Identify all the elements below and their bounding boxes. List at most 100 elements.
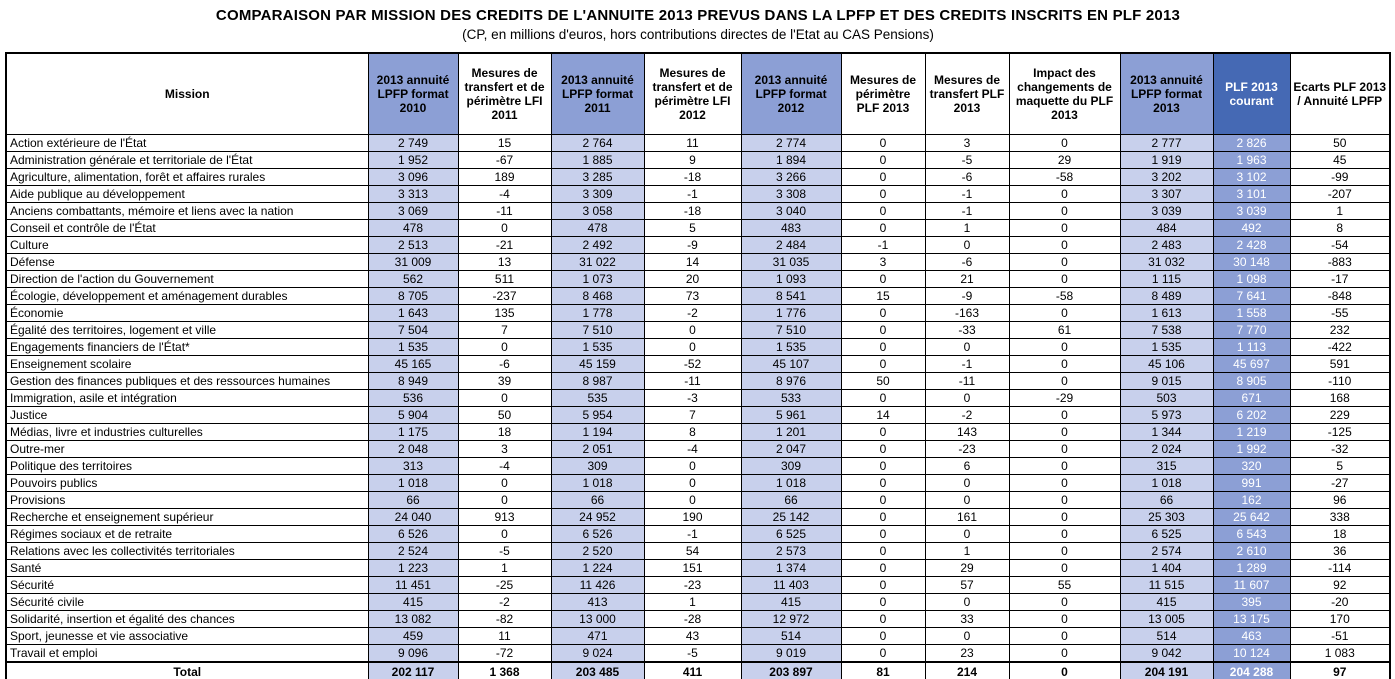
- table-row: Action extérieure de l'État 2 749 15 2 764 1…: [5, 134, 1391, 152]
- value-cell: 3: [840, 253, 926, 271]
- value-cell: 3 202: [1119, 168, 1214, 186]
- value-cell: -6: [924, 253, 1010, 271]
- mission-cell: Outre-mer: [5, 440, 369, 458]
- value-cell: -6: [457, 355, 552, 373]
- value-cell: 3 069: [367, 202, 459, 220]
- value-cell: 1 219: [1212, 423, 1291, 441]
- total-value-cell: 0: [1008, 661, 1121, 679]
- value-cell: -237: [457, 287, 552, 305]
- value-cell: 1 289: [1212, 559, 1291, 577]
- value-cell: -51: [1289, 627, 1391, 645]
- value-cell: 11: [457, 627, 552, 645]
- value-cell: 0: [840, 338, 926, 356]
- total-value-cell: 81: [840, 661, 926, 679]
- value-cell: -2: [643, 304, 742, 322]
- value-cell: 484: [1119, 219, 1214, 237]
- value-cell: -114: [1289, 559, 1391, 577]
- value-cell: 190: [643, 508, 742, 526]
- table-row: Agriculture, alimentation, forêt et affa…: [5, 168, 1391, 186]
- table-row: Travail et emploi 9 096 -72 9 024 -5 9 019 0 23…: [5, 644, 1391, 663]
- value-cell: 66: [550, 491, 645, 509]
- value-cell: 1 115: [1119, 270, 1214, 288]
- value-cell: 2 826: [1212, 134, 1291, 152]
- mission-cell: Sécurité civile: [5, 593, 369, 611]
- value-cell: 168: [1289, 389, 1391, 407]
- value-cell: 50: [840, 372, 926, 390]
- total-value-cell: 1 368: [457, 661, 552, 679]
- mission-cell: Culture: [5, 236, 369, 254]
- value-cell: 0: [1008, 508, 1121, 526]
- value-cell: 591: [1289, 355, 1391, 373]
- value-cell: 25 142: [740, 508, 842, 526]
- table-row: Provisions 66 0 66 0 66 0 0 0 66 162 96: [5, 491, 1391, 509]
- value-cell: 1 894: [740, 151, 842, 169]
- value-cell: 0: [840, 525, 926, 543]
- value-cell: 8 489: [1119, 287, 1214, 305]
- value-cell: 0: [840, 508, 926, 526]
- value-cell: 1 224: [550, 559, 645, 577]
- value-cell: 3: [457, 440, 552, 458]
- table-row: Justice 5 904 50 5 954 7 5 961 14 -2 0 5 973 6 202…: [5, 406, 1391, 424]
- value-cell: 162: [1212, 491, 1291, 509]
- value-cell: 8 705: [367, 287, 459, 305]
- value-cell: 29: [1008, 151, 1121, 169]
- value-cell: 7 504: [367, 321, 459, 339]
- value-cell: 0: [840, 355, 926, 373]
- value-cell: 20: [643, 270, 742, 288]
- mission-cell: Justice: [5, 406, 369, 424]
- value-cell: 0: [1008, 270, 1121, 288]
- value-cell: -1: [924, 185, 1010, 203]
- value-cell: 2 520: [550, 542, 645, 560]
- value-cell: -163: [924, 304, 1010, 322]
- value-cell: 0: [1008, 644, 1121, 663]
- value-cell: 3 309: [550, 185, 645, 203]
- value-cell: 7 641: [1212, 287, 1291, 305]
- value-cell: 1: [924, 219, 1010, 237]
- value-cell: 232: [1289, 321, 1391, 339]
- value-cell: 189: [457, 168, 552, 186]
- value-cell: 1 885: [550, 151, 645, 169]
- value-cell: 0: [1008, 355, 1121, 373]
- value-cell: 31 032: [1119, 253, 1214, 271]
- value-cell: 1 643: [367, 304, 459, 322]
- value-cell: 3 285: [550, 168, 645, 186]
- table-row: Culture 2 513 -21 2 492 -9 2 484 -1 0 0 2 483 2 42…: [5, 236, 1391, 254]
- mission-cell: Travail et emploi: [5, 644, 369, 663]
- value-cell: 0: [1008, 134, 1121, 152]
- value-cell: 13 000: [550, 610, 645, 628]
- value-cell: 1 613: [1119, 304, 1214, 322]
- value-cell: 9 096: [367, 644, 459, 663]
- table-row: Économie 1 643 135 1 778 -2 1 776 0 -163 0 1 613 1…: [5, 304, 1391, 322]
- value-cell: 3: [924, 134, 1010, 152]
- value-cell: 0: [457, 525, 552, 543]
- value-cell: 3 266: [740, 168, 842, 186]
- value-cell: 3 039: [1212, 202, 1291, 220]
- mission-cell: Agriculture, alimentation, forêt et affa…: [5, 168, 369, 186]
- value-cell: 0: [924, 491, 1010, 509]
- value-cell: 229: [1289, 406, 1391, 424]
- value-cell: 7 770: [1212, 321, 1291, 339]
- value-cell: 1 919: [1119, 151, 1214, 169]
- value-cell: 514: [1119, 627, 1214, 645]
- value-cell: 0: [1008, 627, 1121, 645]
- value-cell: 2 574: [1119, 542, 1214, 560]
- total-value-cell: 202 117: [367, 661, 459, 679]
- value-cell: 2 428: [1212, 236, 1291, 254]
- value-cell: 0: [840, 202, 926, 220]
- value-cell: 2 524: [367, 542, 459, 560]
- value-cell: 1 535: [1119, 338, 1214, 356]
- value-cell: 61: [1008, 321, 1121, 339]
- value-cell: 57: [924, 576, 1010, 594]
- value-cell: 0: [840, 423, 926, 441]
- value-cell: 511: [457, 270, 552, 288]
- value-cell: 2 492: [550, 236, 645, 254]
- value-cell: 483: [740, 219, 842, 237]
- value-cell: 0: [924, 389, 1010, 407]
- value-cell: 415: [1119, 593, 1214, 611]
- value-cell: 0: [1008, 304, 1121, 322]
- value-cell: 8: [1289, 219, 1391, 237]
- column-header: Mesures de transfert et de périmètre LFI…: [457, 52, 552, 135]
- value-cell: 0: [840, 474, 926, 492]
- value-cell: -6: [924, 168, 1010, 186]
- value-cell: 1 083: [1289, 644, 1391, 663]
